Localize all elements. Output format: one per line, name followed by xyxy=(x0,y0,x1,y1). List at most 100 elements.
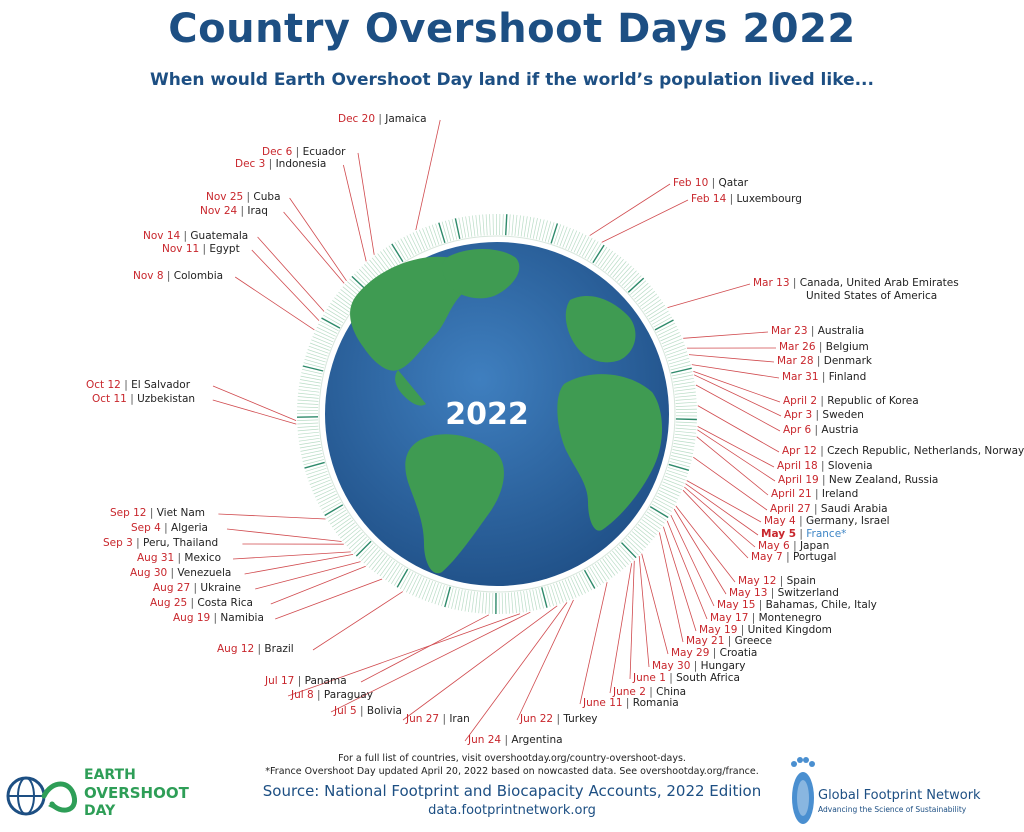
leader-line xyxy=(696,436,769,496)
day-tick xyxy=(312,336,333,346)
day-tick xyxy=(599,560,613,578)
day-tick xyxy=(415,230,426,251)
footer-note-france: *France Overshoot Day updated April 20, … xyxy=(265,766,759,777)
north-america-shape xyxy=(350,256,470,371)
day-tick xyxy=(661,335,682,345)
country-label: Nov 14 | Guatemala xyxy=(143,230,249,242)
day-tick xyxy=(511,592,514,614)
day-tick xyxy=(535,588,541,610)
overshoot-date: May 21 xyxy=(686,635,725,647)
day-tick xyxy=(409,233,420,254)
earth-overshoot-day-logo: EARTH OVERSHOOT DAY xyxy=(4,766,224,826)
day-tick xyxy=(376,557,390,575)
overshoot-date: Oct 11 xyxy=(92,393,127,405)
day-tick xyxy=(600,250,613,269)
leader-line xyxy=(691,364,780,379)
day-tick xyxy=(627,535,644,551)
country-label: Sep 4 | Algeria xyxy=(131,522,208,534)
country-name: Belgium xyxy=(825,341,869,353)
country-name: Cuba xyxy=(253,191,281,203)
day-tick xyxy=(523,590,528,612)
country-label: May 15 | Bahamas, Chile, Italy xyxy=(717,599,877,611)
day-tick xyxy=(520,591,524,613)
day-tick xyxy=(649,506,669,519)
leader-line xyxy=(226,528,342,542)
leader-line xyxy=(257,236,325,312)
country-name: Sweden xyxy=(822,409,864,421)
country-label: May 4 | Germany, Israel xyxy=(764,515,890,527)
day-tick xyxy=(297,406,319,408)
day-tick xyxy=(609,552,624,570)
country-label: May 21 | Greece xyxy=(686,635,773,647)
country-label: Dec 3 | Indonesia xyxy=(235,158,327,170)
day-tick xyxy=(662,338,683,347)
country-label: April 19 | New Zealand, Russia xyxy=(778,474,939,486)
day-tick xyxy=(399,570,411,590)
day-tick xyxy=(298,385,320,390)
country-name: Paraguay xyxy=(323,689,373,701)
day-tick xyxy=(674,391,696,395)
country-label: Feb 10 | Qatar xyxy=(673,177,749,189)
overshoot-date: May 12 xyxy=(738,575,777,587)
country-name: Montenegro xyxy=(758,612,822,624)
day-tick xyxy=(658,489,679,500)
day-tick xyxy=(653,500,672,512)
day-tick xyxy=(302,365,324,372)
day-tick xyxy=(391,565,403,584)
leader-line xyxy=(684,486,756,548)
day-tick xyxy=(371,257,386,275)
country-name: Namibia xyxy=(220,612,264,624)
day-tick xyxy=(648,307,667,320)
day-tick xyxy=(324,311,344,324)
day-tick xyxy=(301,453,323,459)
overshoot-date: Feb 10 xyxy=(673,177,709,189)
country-label: May 29 | Croatia xyxy=(671,647,758,659)
country-name: Iran xyxy=(449,713,470,725)
country-name: El Salvador xyxy=(131,379,191,391)
overshoot-date: Jul 8 xyxy=(291,689,314,701)
day-tick xyxy=(322,501,342,513)
day-tick xyxy=(348,534,365,549)
country-label: May 5 | France* xyxy=(761,528,847,540)
day-tick xyxy=(339,524,357,539)
day-tick xyxy=(454,218,461,240)
footer-url[interactable]: data.footprintnetwork.org xyxy=(428,803,596,818)
day-tick xyxy=(660,487,680,497)
day-tick xyxy=(675,421,697,424)
day-tick xyxy=(302,456,324,462)
country-label: April 2 | Republic of Korea xyxy=(783,395,919,407)
overshoot-date: April 19 xyxy=(778,474,819,486)
greenland-shape xyxy=(442,249,520,299)
country-label: Aug 19 | Namibia xyxy=(173,612,264,624)
day-tick xyxy=(656,495,676,506)
country-label: May 17 | Montenegro xyxy=(710,612,822,624)
leader-line xyxy=(670,514,715,607)
day-tick xyxy=(590,243,602,262)
leader-lines xyxy=(212,119,782,742)
day-tick xyxy=(645,302,664,315)
overshoot-date: Dec 3 xyxy=(235,158,266,170)
day-tick xyxy=(541,220,548,241)
overshoot-date: Apr 3 xyxy=(784,409,813,421)
day-tick xyxy=(501,592,504,614)
day-tick xyxy=(485,592,488,614)
day-tick xyxy=(366,261,381,279)
leader-line xyxy=(659,532,684,643)
leader-line xyxy=(343,164,367,262)
day-tick xyxy=(550,223,559,244)
day-tick xyxy=(614,548,629,565)
day-tick xyxy=(306,352,327,360)
day-tick xyxy=(346,531,363,547)
country-label: Jun 24 | Argentina xyxy=(468,734,563,746)
country-name: Greece xyxy=(734,635,773,647)
overshoot-date: Sep 3 xyxy=(103,537,133,549)
leader-line xyxy=(693,456,768,511)
day-tick xyxy=(660,332,680,342)
day-tick xyxy=(447,587,454,608)
overshoot-date: Nov 14 xyxy=(143,230,181,242)
day-tick xyxy=(472,215,476,237)
day-tick xyxy=(514,592,517,614)
overshoot-date: Aug 30 xyxy=(130,567,168,579)
day-tick xyxy=(607,554,621,572)
day-tick xyxy=(639,293,658,307)
